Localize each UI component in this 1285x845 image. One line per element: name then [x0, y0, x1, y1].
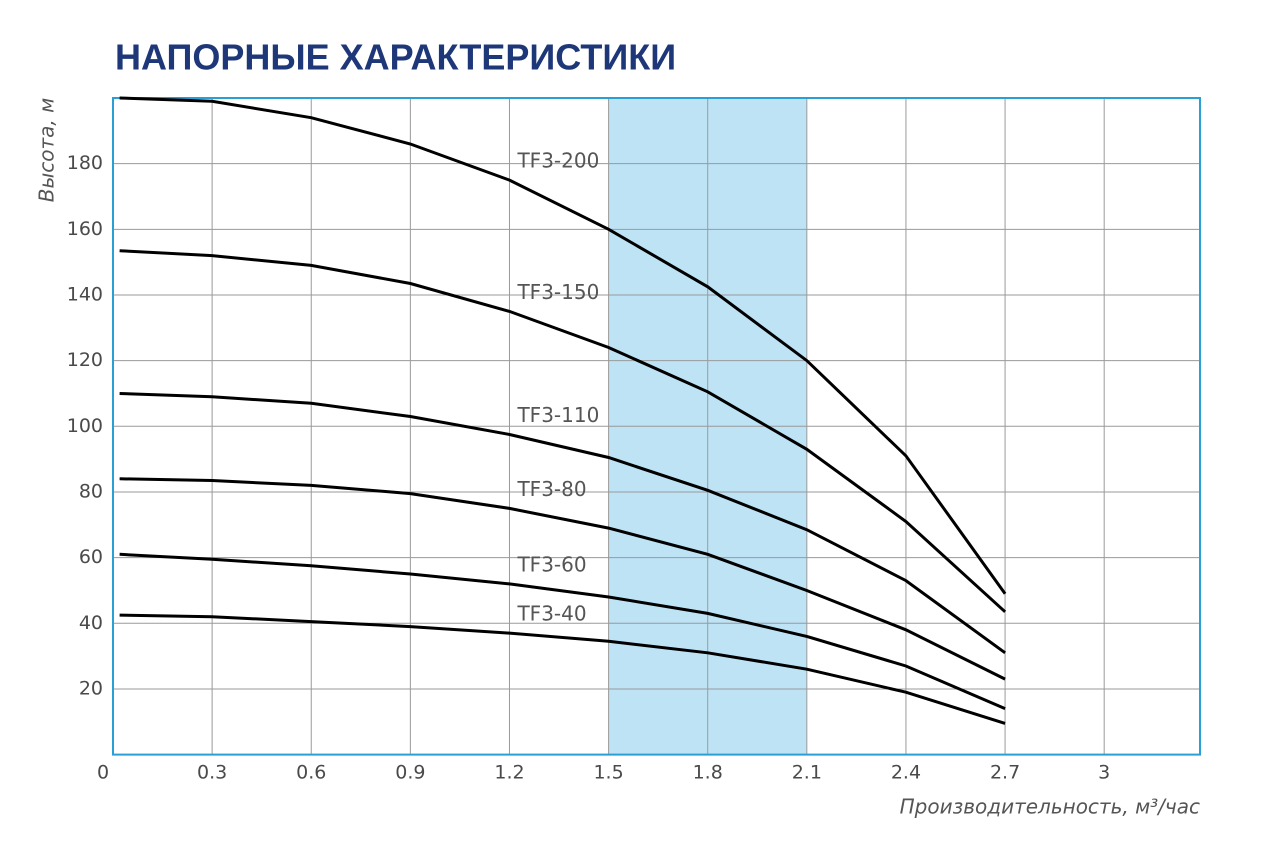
curve-label: TF3-60 — [516, 552, 586, 576]
y-tick-label: 100 — [67, 415, 103, 437]
y-axis-title: Высота, м — [35, 98, 59, 202]
x-tick-label: 0.3 — [197, 762, 227, 784]
curve-label: TF3-150 — [516, 280, 599, 304]
y-tick-label: 160 — [67, 218, 103, 240]
y-tick-label: 20 — [79, 677, 103, 699]
x-tick-label: 1.5 — [593, 762, 623, 784]
y-tick-label: 180 — [67, 152, 103, 174]
y-tick-label: 120 — [67, 349, 103, 371]
curve-label: TF3-80 — [516, 477, 586, 501]
y-tick-label: 60 — [79, 546, 103, 568]
chart-title: НАПОРНЫЕ ХАРАКТЕРИСТИКИ — [115, 37, 676, 78]
x-tick-label: 1.2 — [494, 762, 524, 784]
y-tick-label: 140 — [67, 283, 103, 305]
y-tick-label: 80 — [79, 480, 103, 502]
series-line — [119, 477, 1006, 681]
x-axis-title: Производительность, м³/час — [900, 795, 1200, 819]
curve-label: TF3-40 — [516, 602, 586, 626]
x-tick-label: 0.6 — [296, 762, 326, 784]
x-tick-label: 2.1 — [792, 762, 822, 784]
x-tick-label: 3 — [1098, 762, 1110, 784]
series-line — [119, 249, 1007, 613]
curve-label: TF3-110 — [516, 403, 599, 427]
series-line — [119, 552, 1006, 710]
x-tick-label: 2.4 — [891, 762, 921, 784]
y-tick-label: 40 — [79, 612, 103, 634]
series-line — [119, 613, 1006, 725]
series-line — [119, 96, 1007, 595]
series-line — [119, 392, 1006, 655]
plot-frame — [112, 97, 1201, 756]
x-tick-label: 0 — [97, 762, 109, 784]
x-tick-label: 0.9 — [395, 762, 425, 784]
curve-label: TF3-200 — [516, 149, 599, 173]
x-tick-label: 2.7 — [990, 762, 1020, 784]
x-tick-label: 1.8 — [693, 762, 723, 784]
